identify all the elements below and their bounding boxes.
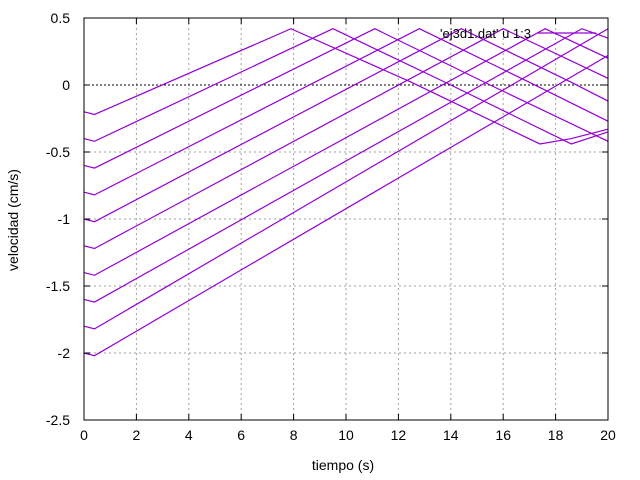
series-layer — [83, 28, 609, 357]
y-axis-label: velocidad (cm/s) — [5, 169, 21, 271]
y-tick-label: -0.5 — [46, 144, 70, 160]
y-tick-label: -1.5 — [46, 278, 70, 294]
series-line-1 — [83, 28, 609, 145]
y-tick-label: -2 — [58, 345, 71, 361]
grid-layer — [84, 18, 608, 420]
x-tick-label: 6 — [237, 427, 245, 443]
series-line-6 — [83, 28, 609, 250]
series-line-4 — [83, 28, 609, 196]
series-line-9 — [83, 28, 609, 330]
x-tick-label: 2 — [133, 427, 141, 443]
series-line-2 — [83, 28, 609, 145]
series-line-3 — [83, 28, 609, 169]
x-axis-label: tiempo (s) — [312, 457, 374, 473]
y-ticks: 0.5 0 -0.5 -1 -1.5 -2 -2.5 — [46, 10, 608, 428]
legend-entry-label: 'ej3d1.dat' u 1:3 — [440, 26, 531, 41]
legend: 'ej3d1.dat' u 1:3 — [440, 26, 596, 41]
x-tick-label: 10 — [338, 427, 354, 443]
series-line-7 — [83, 28, 609, 276]
x-tick-label: 0 — [80, 427, 88, 443]
x-tick-label: 14 — [443, 427, 459, 443]
series-line-10 — [83, 55, 609, 357]
x-tick-label: 4 — [185, 427, 193, 443]
y-tick-label: -2.5 — [46, 412, 70, 428]
y-tick-label: -1 — [58, 211, 71, 227]
x-tick-label: 12 — [391, 427, 407, 443]
x-tick-label: 16 — [495, 427, 511, 443]
y-tick-label: 0.5 — [51, 10, 71, 26]
series-line-5 — [83, 28, 609, 223]
x-tick-label: 20 — [600, 427, 616, 443]
x-tick-label: 18 — [548, 427, 564, 443]
x-tick-label: 8 — [290, 427, 298, 443]
x-ticks: 0 2 4 6 8 10 12 14 16 18 20 — [80, 18, 616, 443]
y-tick-label: 0 — [62, 77, 70, 93]
